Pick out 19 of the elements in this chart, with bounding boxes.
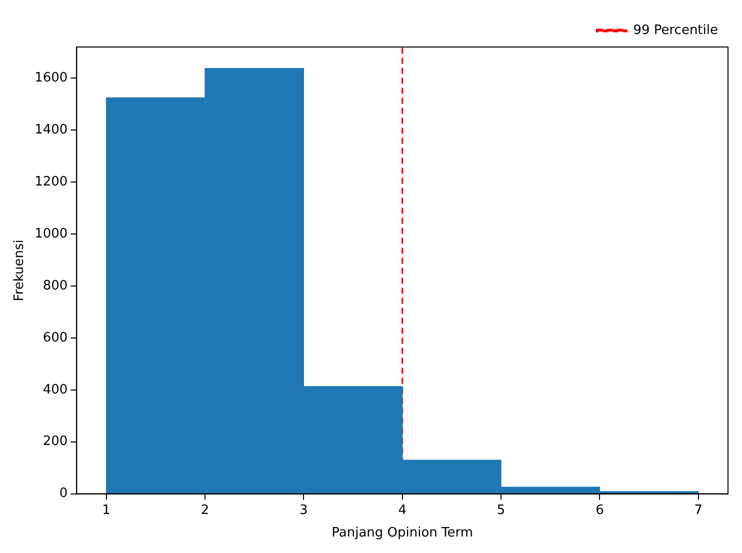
y-axis-title: Frekuensi bbox=[12, 240, 28, 302]
y-tick-label: 1000 bbox=[34, 226, 68, 242]
legend-label: 99 Percentile bbox=[633, 22, 718, 38]
y-tick-label: 600 bbox=[42, 330, 68, 346]
x-axis-title: Panjang Opinion Term bbox=[332, 526, 474, 541]
y-tick-label: 1600 bbox=[34, 70, 68, 86]
x-tick-label: 4 bbox=[398, 502, 406, 518]
y-tick-label: 1400 bbox=[34, 122, 68, 138]
x-tick-label: 1 bbox=[102, 502, 110, 518]
y-tick-label: 0 bbox=[59, 486, 68, 502]
y-tick-label: 1200 bbox=[34, 174, 68, 190]
y-tick-label: 800 bbox=[42, 278, 68, 294]
y-tick-label: 200 bbox=[42, 434, 68, 450]
x-tick-label: 5 bbox=[496, 502, 506, 518]
x-tick-label: 3 bbox=[300, 502, 308, 518]
y-tick-label: 400 bbox=[42, 382, 68, 398]
x-tick-label: 7 bbox=[694, 502, 703, 518]
x-tick-label: 2 bbox=[200, 502, 210, 518]
x-tick-label: 6 bbox=[596, 502, 604, 518]
